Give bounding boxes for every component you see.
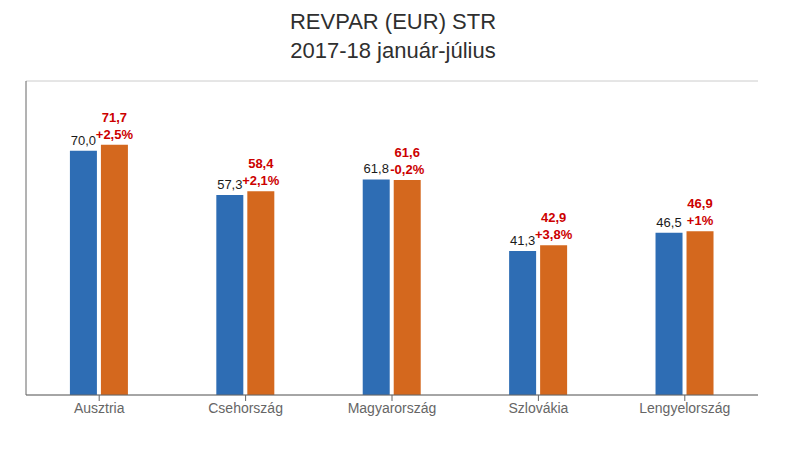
svg-text:Ausztria: Ausztria: [74, 400, 125, 416]
svg-text:46,9: 46,9: [687, 197, 712, 212]
svg-text:Csehország: Csehország: [208, 400, 283, 416]
html-text:2017-18 január-július: 2017-18 január-július: [290, 37, 496, 63]
svg-text:57,3: 57,3: [217, 177, 242, 192]
svg-text:61,6: 61,6: [395, 145, 420, 160]
svg-text:42,9: 42,9: [541, 211, 566, 226]
svg-text:46,5: 46,5: [656, 215, 681, 230]
svg-text:41,3: 41,3: [510, 233, 535, 248]
svg-text:+3,8%: +3,8%: [535, 228, 573, 243]
svg-text:+2,5%: +2,5%: [96, 127, 134, 142]
svg-text:Magyarország: Magyarország: [348, 400, 437, 416]
html-text:REVPAR (EUR) STR: REVPAR (EUR) STR: [289, 9, 497, 34]
svg-text:Lengyelország: Lengyelország: [639, 400, 730, 416]
svg-text:71,7: 71,7: [102, 110, 127, 125]
svg-text:Szlovákia: Szlovákia: [508, 400, 568, 416]
svg-text:70,0: 70,0: [71, 133, 96, 148]
svg-text:+2,1%: +2,1%: [242, 173, 280, 188]
svg-text:+1%: +1%: [687, 214, 714, 229]
svg-text:58,4: 58,4: [248, 156, 274, 171]
svg-text:-0,2%: -0,2%: [390, 162, 424, 177]
svg-text:61,8: 61,8: [364, 162, 389, 177]
